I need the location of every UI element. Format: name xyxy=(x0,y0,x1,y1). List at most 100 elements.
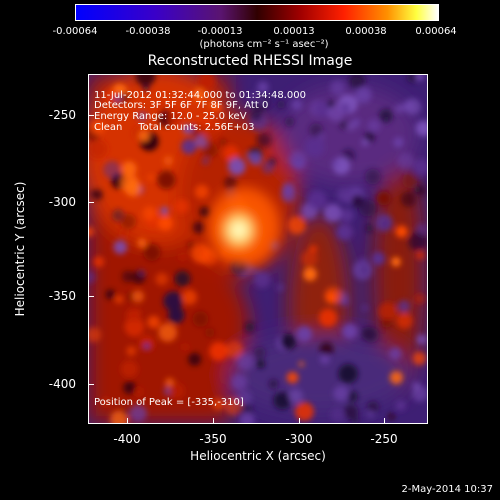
texture-blob xyxy=(291,99,303,111)
x-tick-label: -300 xyxy=(285,432,313,446)
x-tick-label: -400 xyxy=(113,432,141,446)
texture-blob xyxy=(123,381,137,395)
y-tick-mark xyxy=(88,296,94,297)
texture-blob xyxy=(416,334,427,345)
texture-blob xyxy=(181,343,189,351)
texture-blob xyxy=(126,308,141,323)
texture-blob xyxy=(284,117,295,127)
texture-blob xyxy=(395,400,406,411)
texture-blob xyxy=(194,135,208,148)
texture-blob xyxy=(319,354,330,365)
texture-blob xyxy=(227,157,246,175)
texture-blob xyxy=(294,402,314,422)
texture-blob xyxy=(202,157,209,165)
time-range-label: 11-Jul-2012 01:32:44.000 to 01:34:48.000 xyxy=(94,90,306,101)
texture-blob xyxy=(343,404,359,420)
texture-blob xyxy=(197,75,216,91)
texture-blob xyxy=(245,152,252,159)
texture-blob xyxy=(124,317,145,337)
texture-blob xyxy=(338,363,358,384)
texture-blob xyxy=(90,120,105,135)
texture-blob xyxy=(93,256,105,268)
texture-blob xyxy=(103,160,121,179)
texture-blob xyxy=(287,216,306,235)
texture-blob xyxy=(395,104,405,114)
texture-blob xyxy=(121,270,134,283)
texture-blob xyxy=(258,97,266,106)
texture-blob xyxy=(347,391,356,399)
texture-blob xyxy=(280,333,297,350)
texture-blob xyxy=(121,161,137,177)
texture-blob xyxy=(147,174,154,181)
texture-blob xyxy=(181,138,197,155)
texture-blob xyxy=(113,240,128,255)
texture-blob xyxy=(273,391,292,410)
texture-blob xyxy=(397,152,414,170)
texture-blob xyxy=(414,185,422,193)
texture-blob xyxy=(351,194,365,208)
texture-blob xyxy=(342,323,358,340)
y-tick-label: -400 xyxy=(48,377,76,391)
texture-blob xyxy=(120,173,139,193)
texture-blob xyxy=(388,413,395,420)
texture-blob xyxy=(120,92,130,102)
colorbar-unit-label: (photons cm⁻² s⁻¹ asec⁻²) xyxy=(199,39,329,50)
texture-blob xyxy=(337,187,352,203)
texture-blob xyxy=(89,327,101,343)
texture-blob xyxy=(120,213,137,230)
colorbar-tick-label: 0.00013 xyxy=(273,26,315,37)
texture-blob xyxy=(389,347,402,361)
texture-blob xyxy=(89,190,96,197)
texture-blob xyxy=(167,110,182,125)
texture-blob xyxy=(138,269,146,277)
x-tick-mark xyxy=(384,418,385,424)
texture-blob xyxy=(244,322,255,333)
texture-blob xyxy=(400,191,416,207)
texture-blob xyxy=(307,190,327,210)
y-tick-label: -300 xyxy=(48,195,76,209)
texture-blob xyxy=(415,250,425,260)
x-tick-label: -350 xyxy=(199,432,227,446)
texture-blob xyxy=(120,229,128,237)
texture-blob xyxy=(261,161,275,175)
texture-blob xyxy=(222,145,239,162)
texture-blob xyxy=(376,191,391,206)
texture-blob xyxy=(323,203,342,223)
texture-blob xyxy=(364,168,381,185)
texture-blob xyxy=(309,123,323,137)
texture-blob xyxy=(137,111,148,122)
texture-blob xyxy=(415,120,427,137)
texture-blob xyxy=(277,100,286,109)
texture-blob xyxy=(286,371,299,384)
texture-blob xyxy=(268,379,279,389)
texture-blob xyxy=(378,302,398,321)
texture-blob xyxy=(174,199,189,214)
x-tick-mark xyxy=(299,418,300,424)
texture-blob xyxy=(102,398,110,406)
texture-blob xyxy=(355,86,372,103)
x-tick-label: -250 xyxy=(370,432,398,446)
texture-blob xyxy=(248,91,260,103)
texture-blob xyxy=(257,81,269,93)
colorbar-gradient xyxy=(76,5,438,20)
peak-position-label: Position of Peak = [-335,-310] xyxy=(94,397,244,408)
texture-blob xyxy=(192,221,205,234)
texture-blob xyxy=(330,407,346,423)
texture-blob xyxy=(298,360,305,368)
texture-blob xyxy=(89,226,95,237)
texture-blob xyxy=(168,382,185,399)
texture-blob xyxy=(89,139,108,159)
texture-blob xyxy=(251,266,259,274)
texture-blob xyxy=(239,412,255,423)
texture-blob xyxy=(303,267,317,281)
texture-blob xyxy=(367,401,379,413)
texture-blob xyxy=(143,243,161,261)
plot-title: Reconstructed RHESSI Image xyxy=(147,53,353,69)
texture-blob xyxy=(414,293,426,305)
texture-blob xyxy=(178,253,187,261)
texture-blob xyxy=(327,100,335,108)
texture-blob xyxy=(389,371,403,385)
texture-blob xyxy=(135,75,156,86)
texture-blob xyxy=(381,318,392,328)
texture-blob xyxy=(340,208,354,223)
